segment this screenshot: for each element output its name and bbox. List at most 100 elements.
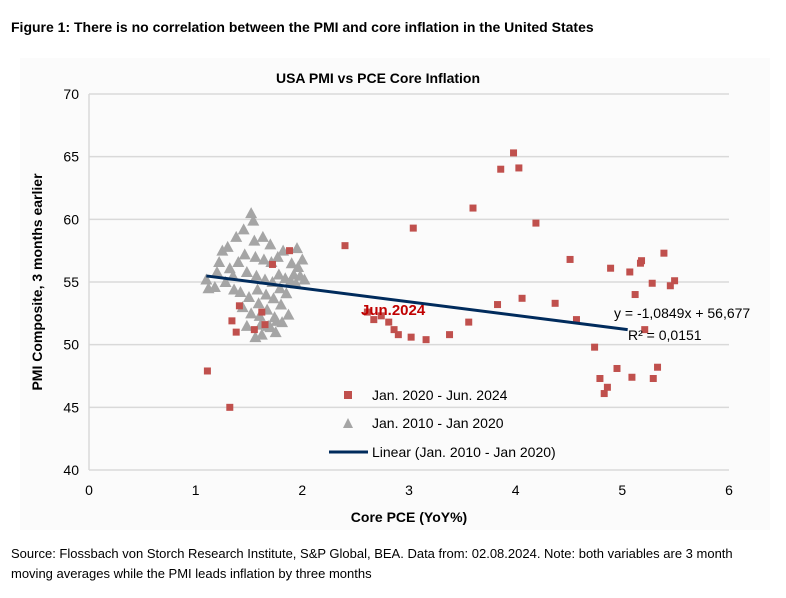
legend-label-linear: Linear (Jan. 2010 - Jan 2020)	[372, 444, 556, 460]
data-point-2020-2024	[671, 277, 679, 285]
data-point-2020-2024	[226, 403, 234, 411]
data-point-2020-2024	[469, 204, 477, 212]
data-point-2020-2024	[268, 260, 276, 268]
data-point-2020-2024	[390, 326, 398, 334]
data-point-2010-2020	[237, 223, 250, 235]
data-point-2010-2020	[247, 214, 260, 226]
figure-title: Figure 1: There is no correlation betwee…	[11, 19, 594, 35]
data-point-2020-2024	[494, 301, 502, 309]
data-point-2010-2020	[257, 253, 270, 265]
data-point-2020-2024	[666, 282, 674, 290]
data-point-2020-2024	[518, 294, 526, 302]
data-point-2020-2024	[532, 219, 540, 227]
data-point-2010-2020	[275, 298, 287, 310]
data-point-2020-2024	[510, 149, 518, 157]
legend-label-2020: Jan. 2020 - Jun. 2024	[372, 387, 508, 403]
data-point-2010-2020	[296, 253, 309, 265]
data-point-2010-2020	[285, 257, 298, 269]
y-tick-label: 55	[63, 274, 79, 290]
x-axis-label: Core PCE (YoY%)	[351, 509, 467, 525]
data-point-2020-2024	[228, 317, 236, 325]
source-note: Source: Flossbach von Storch Research In…	[11, 546, 733, 581]
trendline	[206, 274, 628, 332]
data-point-2020-2024	[363, 308, 371, 316]
data-point-2010-2020	[249, 331, 262, 343]
data-point-2010-2020	[248, 234, 261, 246]
data-point-2020-2024	[446, 331, 454, 339]
data-point-2020-2024	[515, 164, 523, 172]
data-point-2020-2024	[631, 291, 639, 299]
data-point-2010-2020	[221, 240, 234, 252]
data-point-2010-2020	[267, 292, 280, 304]
legend-triangle-marker	[343, 418, 353, 428]
x-tick-label: 4	[512, 482, 520, 498]
data-point-2020-2024	[261, 321, 269, 329]
data-point-2010-2020	[200, 273, 213, 285]
data-point-2020-2024	[286, 247, 294, 255]
data-point-2020-2024	[638, 257, 646, 265]
data-point-2010-2020	[238, 248, 251, 260]
data-point-2010-2020	[280, 287, 293, 299]
chart-area	[20, 58, 770, 530]
data-point-2020-2024	[572, 316, 580, 324]
data-point-2010-2020	[272, 268, 285, 280]
data-point-2010-2020	[249, 250, 262, 262]
data-point-2010-2020	[232, 255, 245, 267]
data-point-2010-2020	[243, 291, 255, 303]
data-point-2020-2024	[232, 328, 240, 336]
data-point-2020-2024	[422, 336, 430, 344]
annotation-jun-2024: Jun.2024	[361, 302, 426, 319]
data-point-2010-2020	[228, 283, 241, 295]
data-point-2020-2024	[377, 312, 385, 320]
data-point-2020-2024	[250, 326, 258, 334]
data-point-2010-2020	[213, 255, 226, 267]
data-point-2020-2024	[394, 331, 402, 339]
data-point-2010-2020	[211, 265, 223, 277]
legend-label-2010: Jan. 2010 - Jan 2020	[372, 415, 504, 431]
y-tick-label: 70	[63, 86, 79, 102]
y-tick-label: 50	[63, 337, 79, 353]
data-point-2020-2024	[409, 224, 417, 232]
x-tick-label: 0	[85, 482, 93, 498]
data-point-2020-2024	[603, 383, 611, 391]
data-point-2020-2024	[613, 364, 621, 372]
data-point-2010-2020	[264, 321, 277, 333]
data-point-2010-2020	[271, 250, 284, 262]
data-point-2010-2020	[240, 319, 253, 331]
data-point-2010-2020	[282, 308, 295, 320]
data-point-2010-2020	[252, 297, 265, 309]
data-point-2010-2020	[256, 230, 269, 242]
data-point-2020-2024	[551, 299, 559, 307]
legend-square-marker	[344, 391, 352, 399]
data-point-2010-2020	[292, 260, 305, 272]
data-point-2020-2024	[385, 318, 393, 326]
y-tick-label: 40	[63, 462, 79, 478]
x-tick-label: 1	[192, 482, 200, 498]
data-point-2010-2020	[245, 307, 258, 319]
data-point-2010-2020	[208, 281, 221, 293]
data-point-2020-2024	[341, 242, 349, 250]
data-point-2010-2020	[250, 269, 263, 281]
data-point-2020-2024	[370, 316, 378, 324]
y-axis-label: PMI Composite, 3 months earlier	[29, 173, 45, 391]
data-point-2020-2024	[591, 343, 599, 351]
data-point-2020-2024	[641, 326, 649, 334]
data-point-2020-2024	[654, 363, 662, 371]
data-point-2020-2024	[258, 308, 266, 316]
data-point-2020-2024	[607, 264, 615, 272]
y-tick-label: 65	[63, 149, 79, 165]
data-point-2020-2024	[596, 375, 604, 383]
data-point-2010-2020	[240, 265, 253, 277]
data-point-2020-2024	[465, 318, 473, 326]
trendline-equation: y = -1,0849x + 56,677	[614, 305, 750, 321]
data-point-2020-2024	[600, 390, 608, 398]
data-point-2020-2024	[566, 255, 574, 263]
data-point-2010-2020	[251, 283, 264, 295]
data-point-2010-2020	[270, 314, 283, 326]
chart-title: USA PMI vs PCE Core Inflation	[276, 70, 480, 86]
data-point-2020-2024	[497, 165, 505, 173]
data-point-2010-2020	[291, 242, 303, 254]
data-point-2010-2020	[298, 273, 311, 285]
data-point-2010-2020	[230, 230, 243, 242]
data-point-2020-2024	[649, 375, 657, 383]
